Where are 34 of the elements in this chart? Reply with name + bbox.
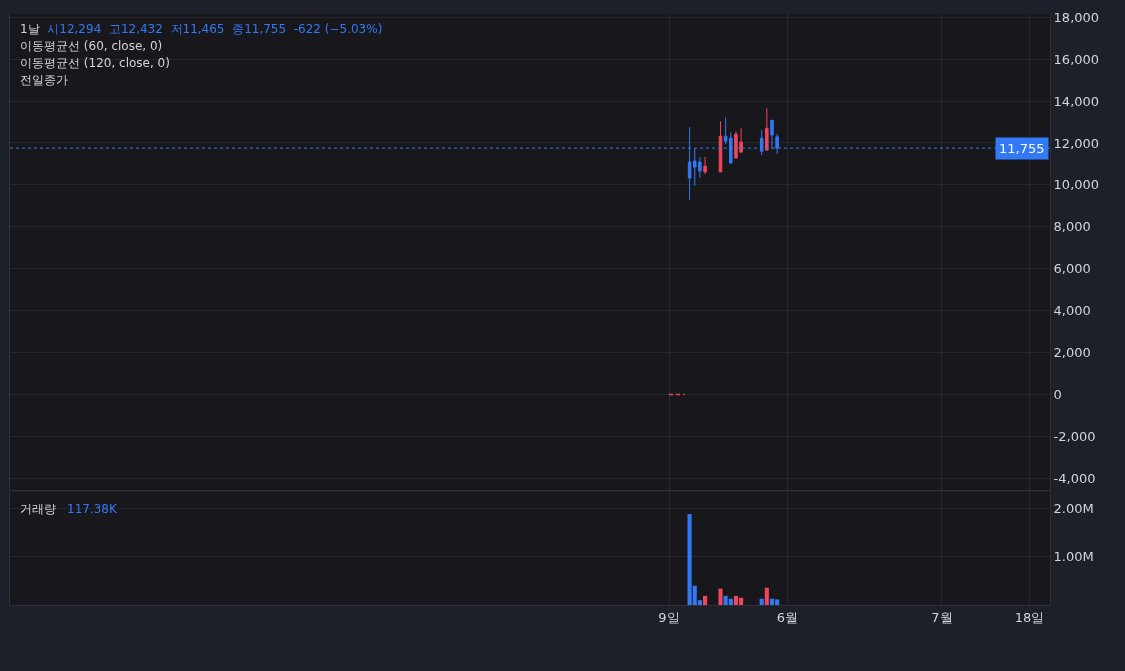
x-tick-label: 18일 [1014, 609, 1045, 625]
annotation: 전일종가 [20, 73, 68, 87]
y-tick-label: 4,000 [1053, 303, 1091, 319]
x-tick-label: 6월 [776, 609, 799, 625]
candlestick [703, 156, 707, 175]
y-tick-label: 8,000 [1053, 219, 1091, 235]
y-tick-label: 16,000 [1053, 51, 1100, 67]
y-tick-label: 14,000 [1053, 93, 1100, 109]
text: 1날 [20, 22, 40, 36]
bar [759, 598, 764, 605]
annotation: 117.38K [67, 502, 118, 516]
y-tick-label: 18,000 [1053, 9, 1100, 25]
bar [702, 595, 708, 605]
annotation: 이동평균선 (120, close, 0) [20, 56, 170, 70]
annotation: 이동평균선 (60, close, 0) [20, 39, 163, 53]
annotation: 거래량 [20, 502, 56, 516]
y-tick-label: 2.00M [1053, 501, 1094, 517]
x-tick-label: 7월 [931, 609, 953, 625]
bar [764, 587, 769, 605]
y-tick-label: 0 [1053, 387, 1062, 403]
y-tick-label: 2,000 [1053, 345, 1091, 361]
bar [769, 598, 775, 605]
y-tick-label: 1.00M [1053, 549, 1094, 565]
y-tick-label: -2,000 [1053, 429, 1096, 445]
candlestick [765, 107, 769, 151]
y-tick-label: -4,000 [1053, 471, 1096, 487]
y-tick-label: 10,000 [1053, 177, 1100, 193]
y-tick-label: 12,000 [1053, 135, 1100, 151]
ref-line-label: 11,755 [999, 141, 1045, 156]
y-tick-label: 6,000 [1053, 261, 1091, 277]
x-tick-label: 9일 [658, 609, 680, 625]
bar [718, 588, 723, 605]
bar [728, 598, 733, 605]
text: 시12,294 고12,432 저11,465 종11,755 -622 (−5.03%) [47, 22, 383, 36]
